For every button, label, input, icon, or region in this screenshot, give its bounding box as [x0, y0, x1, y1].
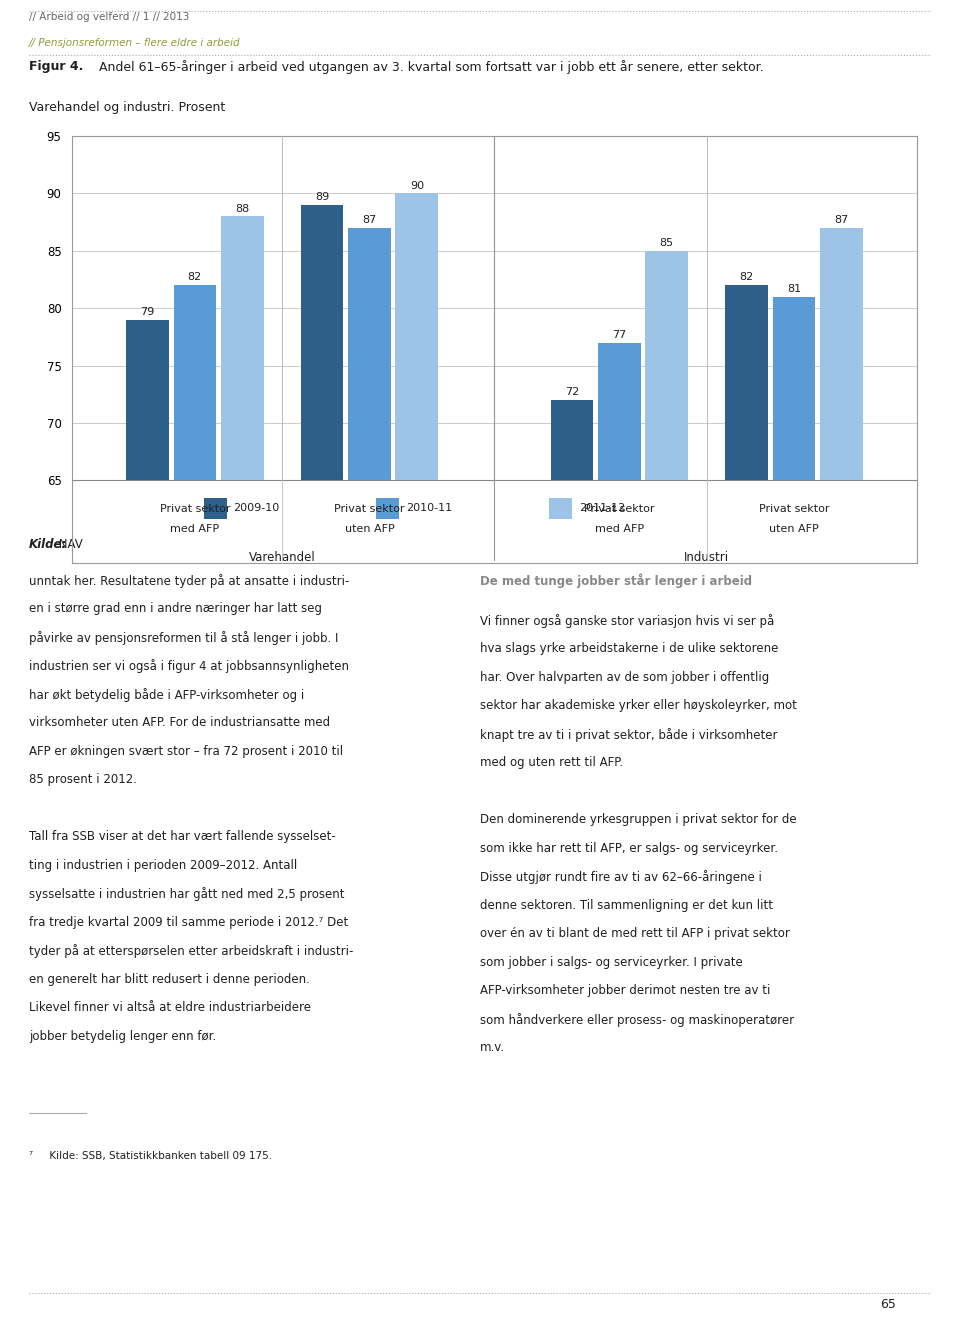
- Text: ting i industrien i perioden 2009–2012. Antall: ting i industrien i perioden 2009–2012. …: [29, 859, 297, 871]
- Text: en i større grad enn i andre næringer har latt seg: en i større grad enn i andre næringer ha…: [29, 602, 322, 615]
- Bar: [174, 285, 216, 480]
- Text: knapt tre av ti i privat sektor, både i virksomheter: knapt tre av ti i privat sektor, både i …: [480, 727, 778, 742]
- Text: ⁷     Kilde: SSB, Statistikkbanken tabell 09 175.: ⁷ Kilde: SSB, Statistikkbanken tabell 09…: [29, 1151, 272, 1161]
- Text: AFP er økningen svært stor – fra 72 prosent i 2010 til: AFP er økningen svært stor – fra 72 pros…: [29, 744, 343, 758]
- Text: Industri: Industri: [684, 551, 730, 564]
- Text: 79: 79: [140, 307, 155, 316]
- Text: Privat sektor: Privat sektor: [584, 504, 655, 514]
- Bar: [376, 498, 399, 519]
- Text: 81: 81: [787, 284, 801, 293]
- Text: m.v.: m.v.: [480, 1042, 505, 1054]
- Text: 85 prosent i 2012.: 85 prosent i 2012.: [29, 774, 137, 786]
- Bar: [725, 285, 768, 480]
- Text: tyder på at etterspørselen etter arbeidskraft i industri-: tyder på at etterspørselen etter arbeids…: [29, 944, 353, 958]
- Bar: [204, 498, 227, 519]
- Text: 89: 89: [315, 192, 329, 201]
- Bar: [300, 205, 344, 480]
- Text: 87: 87: [362, 215, 376, 225]
- Text: Disse utgjør rundt fire av ti av 62–66-åringene i: Disse utgjør rundt fire av ti av 62–66-å…: [480, 870, 762, 884]
- Text: som ikke har rett til AFP, er salgs- og serviceyrker.: som ikke har rett til AFP, er salgs- og …: [480, 842, 778, 855]
- Text: uten AFP: uten AFP: [345, 524, 395, 534]
- Text: 72: 72: [564, 387, 579, 398]
- Bar: [221, 216, 264, 480]
- Text: unntak her. Resultatene tyder på at ansatte i industri-: unntak her. Resultatene tyder på at ansa…: [29, 574, 349, 587]
- Text: Den dominerende yrkesgruppen i privat sektor for de: Den dominerende yrkesgruppen i privat se…: [480, 814, 797, 826]
- Text: sysselsatte i industrien har gått ned med 2,5 prosent: sysselsatte i industrien har gått ned me…: [29, 887, 345, 902]
- Bar: [598, 343, 640, 480]
- Text: 90: 90: [410, 180, 424, 191]
- Text: 65: 65: [880, 1298, 896, 1311]
- Bar: [396, 193, 438, 480]
- Text: Privat sektor: Privat sektor: [334, 504, 405, 514]
- Text: denne sektoren. Til sammenligning er det kun litt: denne sektoren. Til sammenligning er det…: [480, 899, 773, 911]
- Bar: [549, 498, 572, 519]
- Text: 82: 82: [739, 272, 754, 283]
- Text: med AFP: med AFP: [595, 524, 644, 534]
- Text: med og uten rett til AFP.: med og uten rett til AFP.: [480, 756, 623, 770]
- Text: en generelt har blitt redusert i denne perioden.: en generelt har blitt redusert i denne p…: [29, 972, 310, 986]
- Text: industrien ser vi også i figur 4 at jobbsannsynligheten: industrien ser vi også i figur 4 at jobb…: [29, 659, 348, 674]
- Text: // Pensjonsreformen – flere eldre i arbeid: // Pensjonsreformen – flere eldre i arbe…: [29, 39, 240, 48]
- Text: som håndverkere eller prosess- og maskinoperatører: som håndverkere eller prosess- og maskin…: [480, 1013, 794, 1027]
- Text: 85: 85: [660, 237, 674, 248]
- Text: sektor har akademiske yrker eller høyskoleyrker, mot: sektor har akademiske yrker eller høysko…: [480, 699, 797, 712]
- Text: AFP-virksomheter jobber derimot nesten tre av ti: AFP-virksomheter jobber derimot nesten t…: [480, 984, 770, 998]
- Text: Privat sektor: Privat sektor: [159, 504, 230, 514]
- Text: Likevel finner vi altså at eldre industriarbeidere: Likevel finner vi altså at eldre industr…: [29, 1002, 311, 1014]
- Text: 77: 77: [612, 329, 627, 340]
- Text: NAV: NAV: [55, 538, 83, 551]
- Text: 82: 82: [188, 272, 202, 283]
- Text: 2009-10: 2009-10: [233, 503, 279, 512]
- Text: har. Over halvparten av de som jobber i offentlig: har. Over halvparten av de som jobber i …: [480, 671, 769, 683]
- Text: med AFP: med AFP: [170, 524, 220, 534]
- Bar: [348, 228, 391, 480]
- Bar: [645, 251, 688, 480]
- Bar: [773, 296, 815, 480]
- Text: over én av ti blant de med rett til AFP i privat sektor: over én av ti blant de med rett til AFP …: [480, 927, 790, 940]
- Text: uten AFP: uten AFP: [769, 524, 819, 534]
- Text: 88: 88: [235, 204, 250, 213]
- Bar: [551, 400, 593, 480]
- Text: jobber betydelig lenger enn før.: jobber betydelig lenger enn før.: [29, 1030, 216, 1043]
- Text: 2011-12: 2011-12: [579, 503, 625, 512]
- Text: Privat sektor: Privat sektor: [758, 504, 829, 514]
- Text: // Arbeid og velferd // 1 // 2013: // Arbeid og velferd // 1 // 2013: [29, 12, 189, 21]
- Text: Tall fra SSB viser at det har vært fallende sysselset-: Tall fra SSB viser at det har vært falle…: [29, 830, 336, 843]
- Text: som jobber i salgs- og serviceyrker. I private: som jobber i salgs- og serviceyrker. I p…: [480, 955, 743, 968]
- Text: Andel 61–65-åringer i arbeid ved utgangen av 3. kvartal som fortsatt var i jobb : Andel 61–65-åringer i arbeid ved utgange…: [95, 60, 763, 73]
- Text: Vi finner også ganske stor variasjon hvis vi ser på: Vi finner også ganske stor variasjon hvi…: [480, 614, 775, 627]
- Text: Varehandel og industri. Prosent: Varehandel og industri. Prosent: [29, 101, 225, 115]
- Text: har økt betydelig både i AFP-virksomheter og i: har økt betydelig både i AFP-virksomhete…: [29, 688, 304, 702]
- Bar: [126, 320, 169, 480]
- Bar: [820, 228, 863, 480]
- Text: Varehandel: Varehandel: [249, 551, 316, 564]
- Text: hva slags yrke arbeidstakerne i de ulike sektorene: hva slags yrke arbeidstakerne i de ulike…: [480, 642, 779, 655]
- Text: 87: 87: [834, 215, 849, 225]
- Text: Kilde:: Kilde:: [29, 538, 67, 551]
- Text: Figur 4.: Figur 4.: [29, 60, 84, 73]
- Text: virksomheter uten AFP. For de industriansatte med: virksomheter uten AFP. For de industrian…: [29, 716, 330, 730]
- Text: De med tunge jobber står lenger i arbeid: De med tunge jobber står lenger i arbeid: [480, 574, 752, 588]
- Text: 2010-11: 2010-11: [406, 503, 452, 512]
- Text: fra tredje kvartal 2009 til samme periode i 2012.⁷ Det: fra tredje kvartal 2009 til samme period…: [29, 915, 348, 928]
- Text: påvirke av pensjonsreformen til å stå lenger i jobb. I: påvirke av pensjonsreformen til å stå le…: [29, 631, 338, 644]
